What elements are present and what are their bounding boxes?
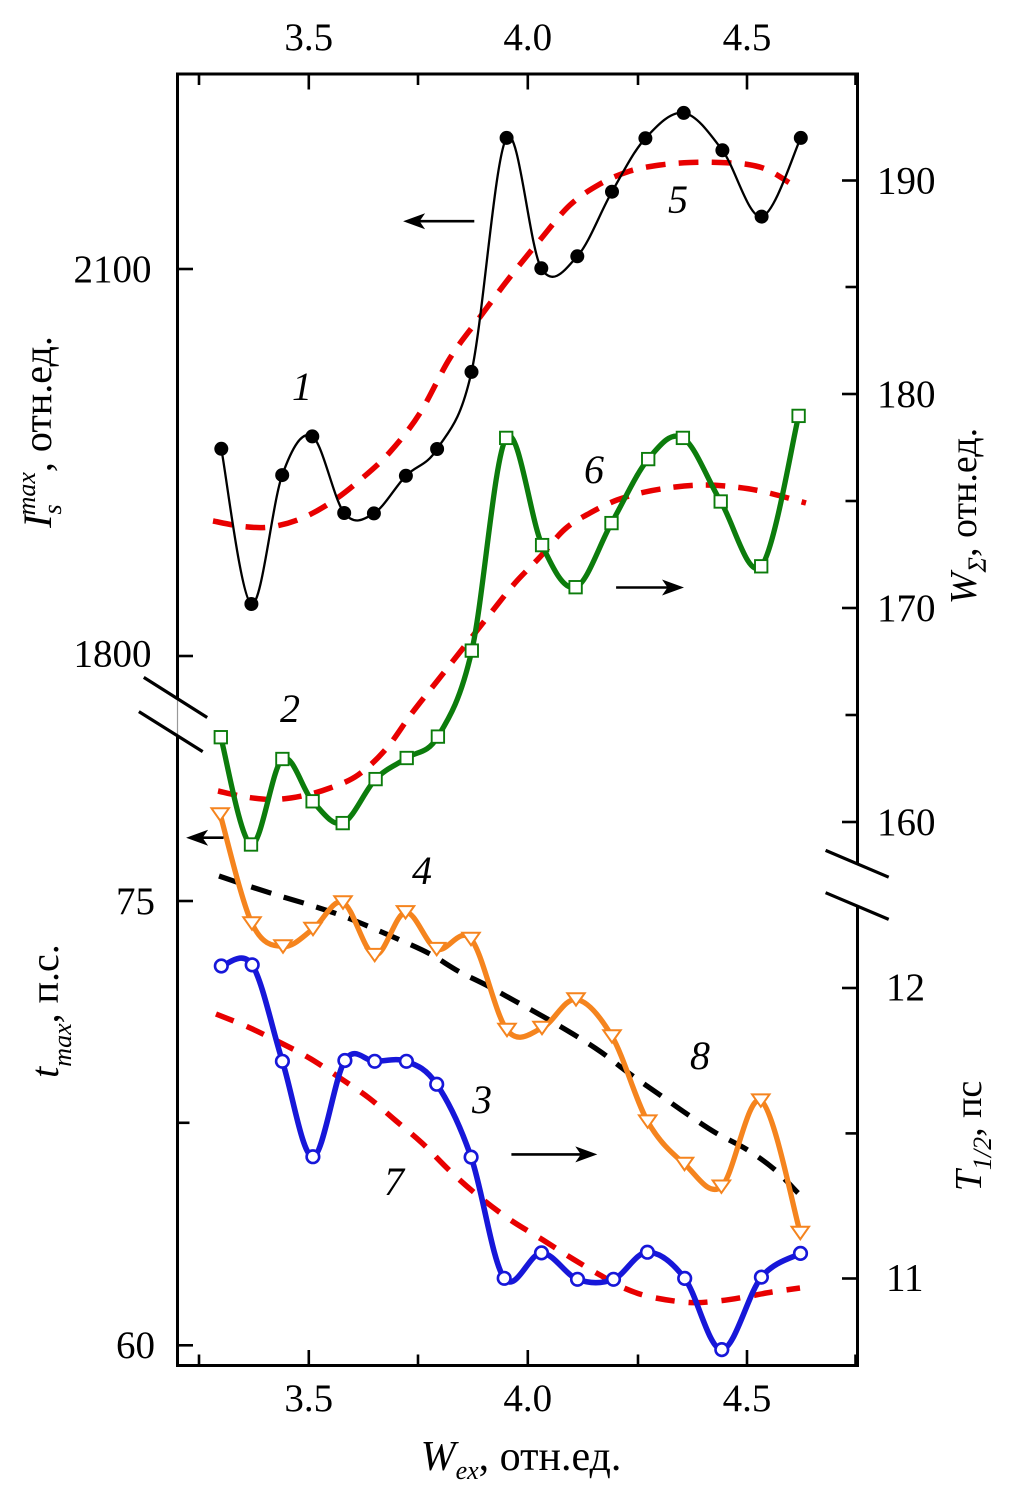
svg-text:8: 8 (690, 1033, 710, 1078)
svg-text:tmax, п.с.: tmax, п.с. (22, 944, 77, 1078)
svg-text:3: 3 (471, 1077, 492, 1122)
svg-text:180: 180 (877, 373, 936, 416)
svg-text:4.0: 4.0 (503, 16, 552, 59)
svg-text:Ismax, отн.ед.: Ismax, отн.ед. (12, 336, 67, 529)
svg-text:11: 11 (886, 1257, 924, 1300)
svg-text:160: 160 (877, 801, 936, 844)
svg-text:4.5: 4.5 (723, 1377, 772, 1420)
svg-text:7: 7 (384, 1159, 406, 1204)
svg-text:4: 4 (412, 848, 432, 893)
svg-text:3.5: 3.5 (284, 1377, 333, 1420)
svg-text:4.5: 4.5 (723, 16, 772, 59)
svg-text:3.5: 3.5 (284, 16, 333, 59)
svg-text:4.0: 4.0 (503, 1377, 552, 1420)
svg-text:2100: 2100 (74, 248, 152, 291)
svg-text:5: 5 (668, 177, 688, 222)
svg-text:190: 190 (877, 160, 936, 203)
svg-text:12: 12 (886, 966, 925, 1009)
svg-text:Wex, отн.ед.: Wex, отн.ед. (421, 1434, 622, 1485)
svg-text:1800: 1800 (74, 633, 152, 676)
svg-text:1: 1 (292, 364, 312, 409)
svg-text:60: 60 (116, 1324, 155, 1367)
svg-text:T1/2, пс: T1/2, пс (948, 1081, 997, 1192)
svg-text:170: 170 (877, 587, 936, 630)
svg-text:2: 2 (280, 686, 300, 731)
svg-text:75: 75 (116, 880, 155, 923)
svg-text:6: 6 (584, 447, 604, 492)
svg-text:WΣ, отн.ед.: WΣ, отн.ед. (943, 428, 992, 604)
